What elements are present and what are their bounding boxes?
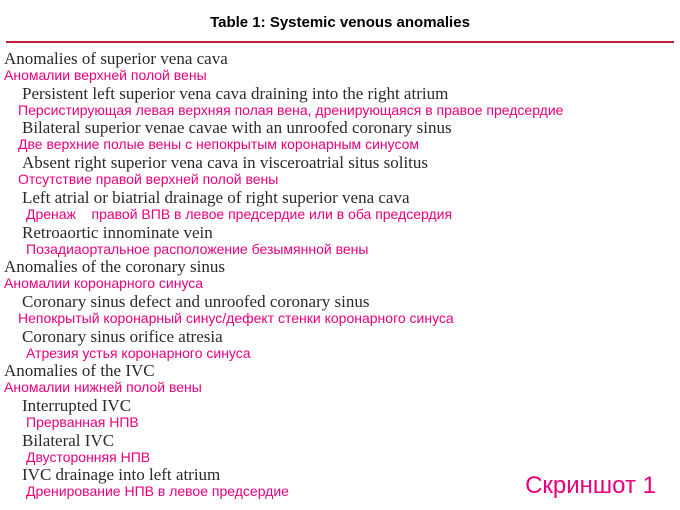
list-item-en: Absent right superior vena cava in visce…: [22, 153, 676, 172]
list-item-en: Coronary sinus defect and unroofed coron…: [22, 292, 676, 311]
section-heading-ru: Аномалии коронарного синуса: [4, 276, 676, 292]
table-content: Anomalies of superior vena cava Аномалии…: [0, 49, 680, 500]
list-item-en: Coronary sinus orifice atresia: [22, 327, 676, 346]
list-item-en: Left atrial or biatrial drainage of righ…: [22, 188, 676, 207]
list-item-en: Bilateral IVC: [22, 431, 676, 450]
list-item-ru: Отсутствие правой верхней полой вены: [18, 172, 676, 188]
list-item-en: Persistent left superior vena cava drain…: [22, 84, 676, 103]
table-title: Table 1: Systemic venous anomalies: [0, 0, 680, 41]
list-item-en: Bilateral superior venae cavae with an u…: [22, 118, 676, 137]
list-item-en: Retroaortic innominate vein: [22, 223, 676, 242]
list-item-ru: Атрезия устья коронарного синуса: [26, 346, 676, 362]
list-item-ru: Прерванная НПВ: [26, 415, 676, 431]
list-item-ru: Непокрытый коронарный синус/дефект стенк…: [18, 311, 676, 327]
section-heading-ru: Аномалии верхней полой вены: [4, 68, 676, 84]
list-item-en: Interrupted IVC: [22, 396, 676, 415]
section-heading-en: Anomalies of superior vena cava: [4, 49, 676, 68]
section-heading-ru: Аномалии нижней полой вены: [4, 380, 676, 396]
title-rule: [6, 41, 674, 43]
list-item-ru: Позадиаортальное расположение безымянной…: [26, 242, 676, 258]
section-heading-en: Anomalies of the IVC: [4, 361, 676, 380]
section-heading-en: Anomalies of the coronary sinus: [4, 257, 676, 276]
list-item-ru: Дренаж правой ВПВ в левое предсердие или…: [26, 207, 676, 223]
list-item-ru: Персистирующая левая верхняя полая вена,…: [18, 103, 676, 119]
list-item-ru: Две верхние полые вены с непокрытым коро…: [18, 137, 676, 153]
footer-label: Скриншот 1: [525, 472, 656, 500]
list-item-ru: Двусторонняя НПВ: [26, 450, 676, 466]
